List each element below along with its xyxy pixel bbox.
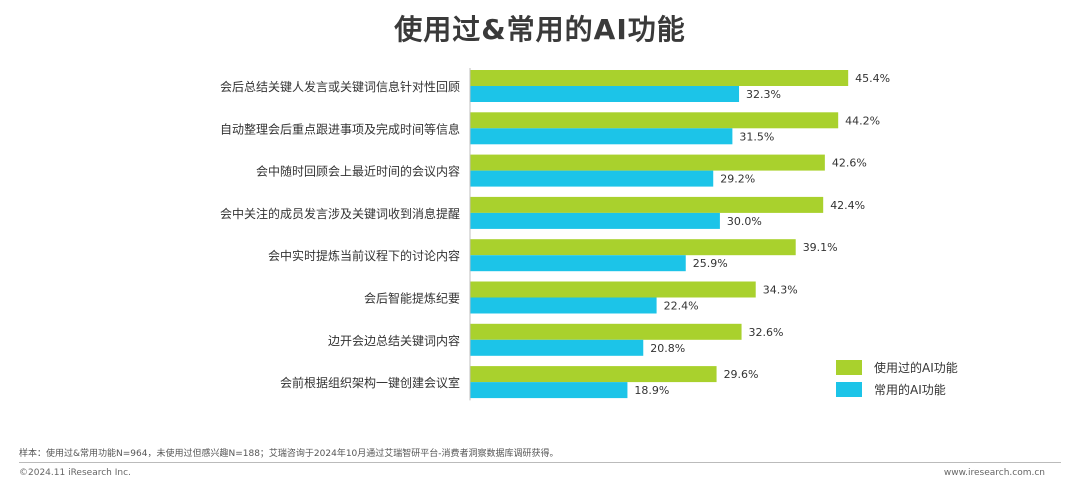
category-label: 会中关注的成员发言涉及关键词收到消息提醒	[220, 206, 460, 221]
category-label: 自动整理会后重点跟进事项及完成时间等信息	[220, 121, 460, 136]
footnote: 样本：使用过&常用功能N=964，未使用过但感兴趣N=188；艾瑞咨询于2024…	[19, 449, 559, 459]
data-label: 29.2%	[720, 173, 755, 186]
data-label: 25.9%	[693, 257, 728, 270]
legend-swatch	[836, 382, 862, 397]
bar-used	[470, 196, 824, 213]
legend-swatch	[836, 360, 862, 375]
bar-frequent	[470, 86, 740, 102]
legend-label: 常用的AI功能	[874, 382, 946, 397]
bar-used	[470, 112, 839, 129]
category-label: 会中实时提炼当前议程下的讨论内容	[268, 248, 460, 263]
data-label: 22.4%	[664, 300, 699, 313]
bar-used	[470, 154, 825, 171]
bar-used	[470, 70, 849, 86]
data-label: 20.8%	[650, 342, 685, 355]
data-label: 32.3%	[746, 88, 781, 101]
data-label: 44.2%	[845, 114, 880, 127]
legend-label: 使用过的AI功能	[874, 360, 958, 375]
data-label: 45.4%	[855, 72, 890, 85]
bar-frequent	[470, 170, 714, 187]
bar-frequent	[470, 212, 720, 229]
data-label: 34.3%	[763, 284, 798, 297]
category-label: 会后总结关键人发言或关键词信息针对性回顾	[220, 79, 460, 94]
data-label: 31.5%	[739, 130, 774, 143]
category-label: 边开会边总结关键词内容	[328, 333, 460, 348]
bar-frequent	[470, 339, 644, 356]
data-label: 30.0%	[727, 215, 762, 228]
bar-chart: 会后总结关键人发言或关键词信息针对性回顾 45.4% 32.3% 自动整理会后重点跟进…	[220, 68, 958, 401]
footer-divider	[19, 462, 1061, 463]
bar-frequent	[470, 128, 733, 145]
category-label: 会后智能提炼纪要	[364, 291, 460, 306]
bar-used	[470, 239, 796, 256]
category-label: 会前根据组织架构一键创建会议室	[280, 375, 460, 390]
data-label: 42.6%	[832, 157, 867, 170]
copyright: ©2024.11 iResearch Inc.	[19, 468, 131, 478]
bar-used	[470, 323, 742, 340]
data-label: 42.4%	[830, 199, 865, 212]
data-label: 32.6%	[749, 326, 784, 339]
data-label: 39.1%	[803, 241, 838, 254]
bar-frequent	[470, 382, 628, 399]
bar-frequent	[470, 297, 657, 314]
data-label: 18.9%	[634, 384, 669, 397]
bar-used	[470, 281, 756, 298]
chart-title: 使用过&常用的AI功能	[394, 13, 686, 46]
category-label: 会中随时回顾会上最近时间的会议内容	[256, 164, 460, 179]
bar-frequent	[470, 255, 686, 272]
data-label: 29.6%	[724, 368, 759, 381]
website: www.iresearch.com.cn	[943, 468, 1045, 478]
bar-used	[470, 366, 717, 383]
